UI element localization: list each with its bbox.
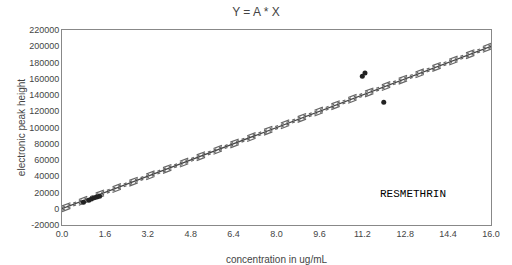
- svg-text:4.8: 4.8: [184, 229, 197, 239]
- svg-text:Y = A * X: Y = A * X: [232, 5, 279, 19]
- svg-text:60000: 60000: [34, 155, 59, 165]
- svg-text:160000: 160000: [29, 74, 59, 84]
- svg-text:220000: 220000: [29, 25, 59, 35]
- svg-text:concentration in ug/mL: concentration in ug/mL: [226, 254, 328, 265]
- svg-text:11.2: 11.2: [354, 229, 371, 239]
- svg-text:9.6: 9.6: [313, 229, 326, 239]
- svg-text:16.0: 16.0: [482, 229, 500, 239]
- svg-text:0: 0: [54, 204, 59, 214]
- svg-text:180000: 180000: [29, 58, 59, 68]
- svg-text:14.4: 14.4: [439, 229, 457, 239]
- svg-text:100000: 100000: [29, 123, 59, 133]
- svg-text:12.8: 12.8: [396, 229, 414, 239]
- svg-text:0.0: 0.0: [56, 229, 69, 239]
- svg-text:electronic peak height: electronic peak height: [16, 79, 27, 177]
- svg-text:140000: 140000: [29, 90, 59, 100]
- svg-text:RESMETHRIN: RESMETHRIN: [380, 188, 446, 200]
- svg-text:6.4: 6.4: [227, 229, 240, 239]
- svg-text:20000: 20000: [34, 188, 59, 198]
- svg-text:80000: 80000: [34, 139, 59, 149]
- svg-text:3.2: 3.2: [142, 229, 155, 239]
- svg-text:120000: 120000: [29, 106, 59, 116]
- svg-text:8.0: 8.0: [270, 229, 283, 239]
- svg-text:-20000: -20000: [31, 220, 59, 230]
- svg-text:200000: 200000: [29, 41, 59, 51]
- svg-text:40000: 40000: [34, 171, 59, 181]
- svg-text:1.6: 1.6: [99, 229, 112, 239]
